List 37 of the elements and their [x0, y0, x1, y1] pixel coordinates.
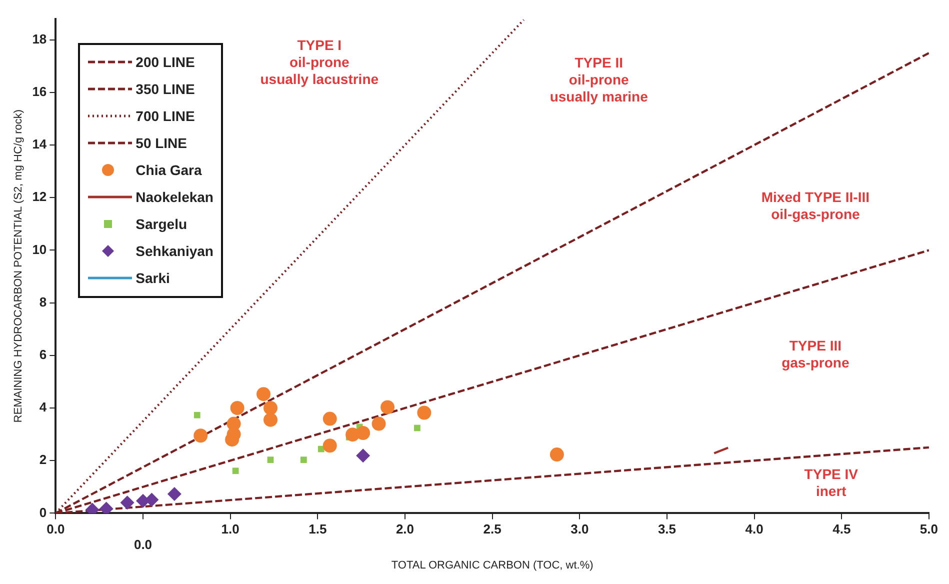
text: 0.0	[134, 536, 152, 552]
x-tick-label: 4.5	[832, 522, 851, 537]
annotation: TYPE II oil-prone usually marine	[550, 54, 648, 104]
legend-label: Chia Gara	[136, 162, 202, 178]
legend-label: Sarki	[136, 270, 170, 286]
annotation: TYPE IV inert	[804, 466, 859, 499]
y-tick-label: 14	[32, 136, 48, 152]
y-axis-title: REMAINING HYDROCARBON POTENTIAL (S2, mg HC/g rock)	[12, 109, 25, 423]
y-tick-label: 2	[39, 452, 47, 468]
y-tick-label: 8	[39, 294, 47, 310]
x-tick-label: 1.0	[221, 522, 240, 537]
legend-label: 700 LINE	[136, 108, 195, 124]
legend-label: 350 LINE	[136, 81, 195, 98]
y-tick-label: 16	[32, 84, 47, 100]
x-axis-title: TOTAL ORGANIC CARBON (TOC, wt.%)	[391, 559, 594, 572]
x-tick-label: 1.5	[308, 522, 327, 537]
x-tick-label: 3.5	[658, 522, 676, 537]
y-tick-label: 10	[32, 242, 47, 257]
x-tick-label: 2.0	[396, 522, 414, 537]
y-tick-label: 4	[39, 400, 48, 415]
y-tick-label: 12	[32, 189, 47, 204]
legend-label: Sehkaniyan	[136, 243, 214, 260]
x-tick-label: 4.0	[745, 522, 764, 537]
annotation: TYPE I oil-prone usually lacustrine	[260, 37, 379, 88]
x-tick-label: 2.5	[483, 522, 502, 537]
x-tick-label: 5.0	[920, 522, 938, 537]
y-tick-label: 0	[39, 504, 47, 520]
x-tick-label: 0.0	[46, 522, 65, 537]
legend-label: 200 LINE	[136, 54, 195, 70]
legend-label: 50 LINE	[136, 135, 188, 152]
x-tick-label: 3.0	[570, 522, 589, 537]
annotation: Mixed TYPE II-III oil-gas-prone	[761, 189, 870, 222]
legend-label: Sargelu	[136, 216, 188, 232]
legend-label: Naokelekan	[136, 189, 214, 206]
annotation: TYPE III gas-prone	[782, 337, 850, 370]
y-tick-label: 6	[39, 346, 47, 362]
y-tick-label: 18	[32, 31, 47, 46]
